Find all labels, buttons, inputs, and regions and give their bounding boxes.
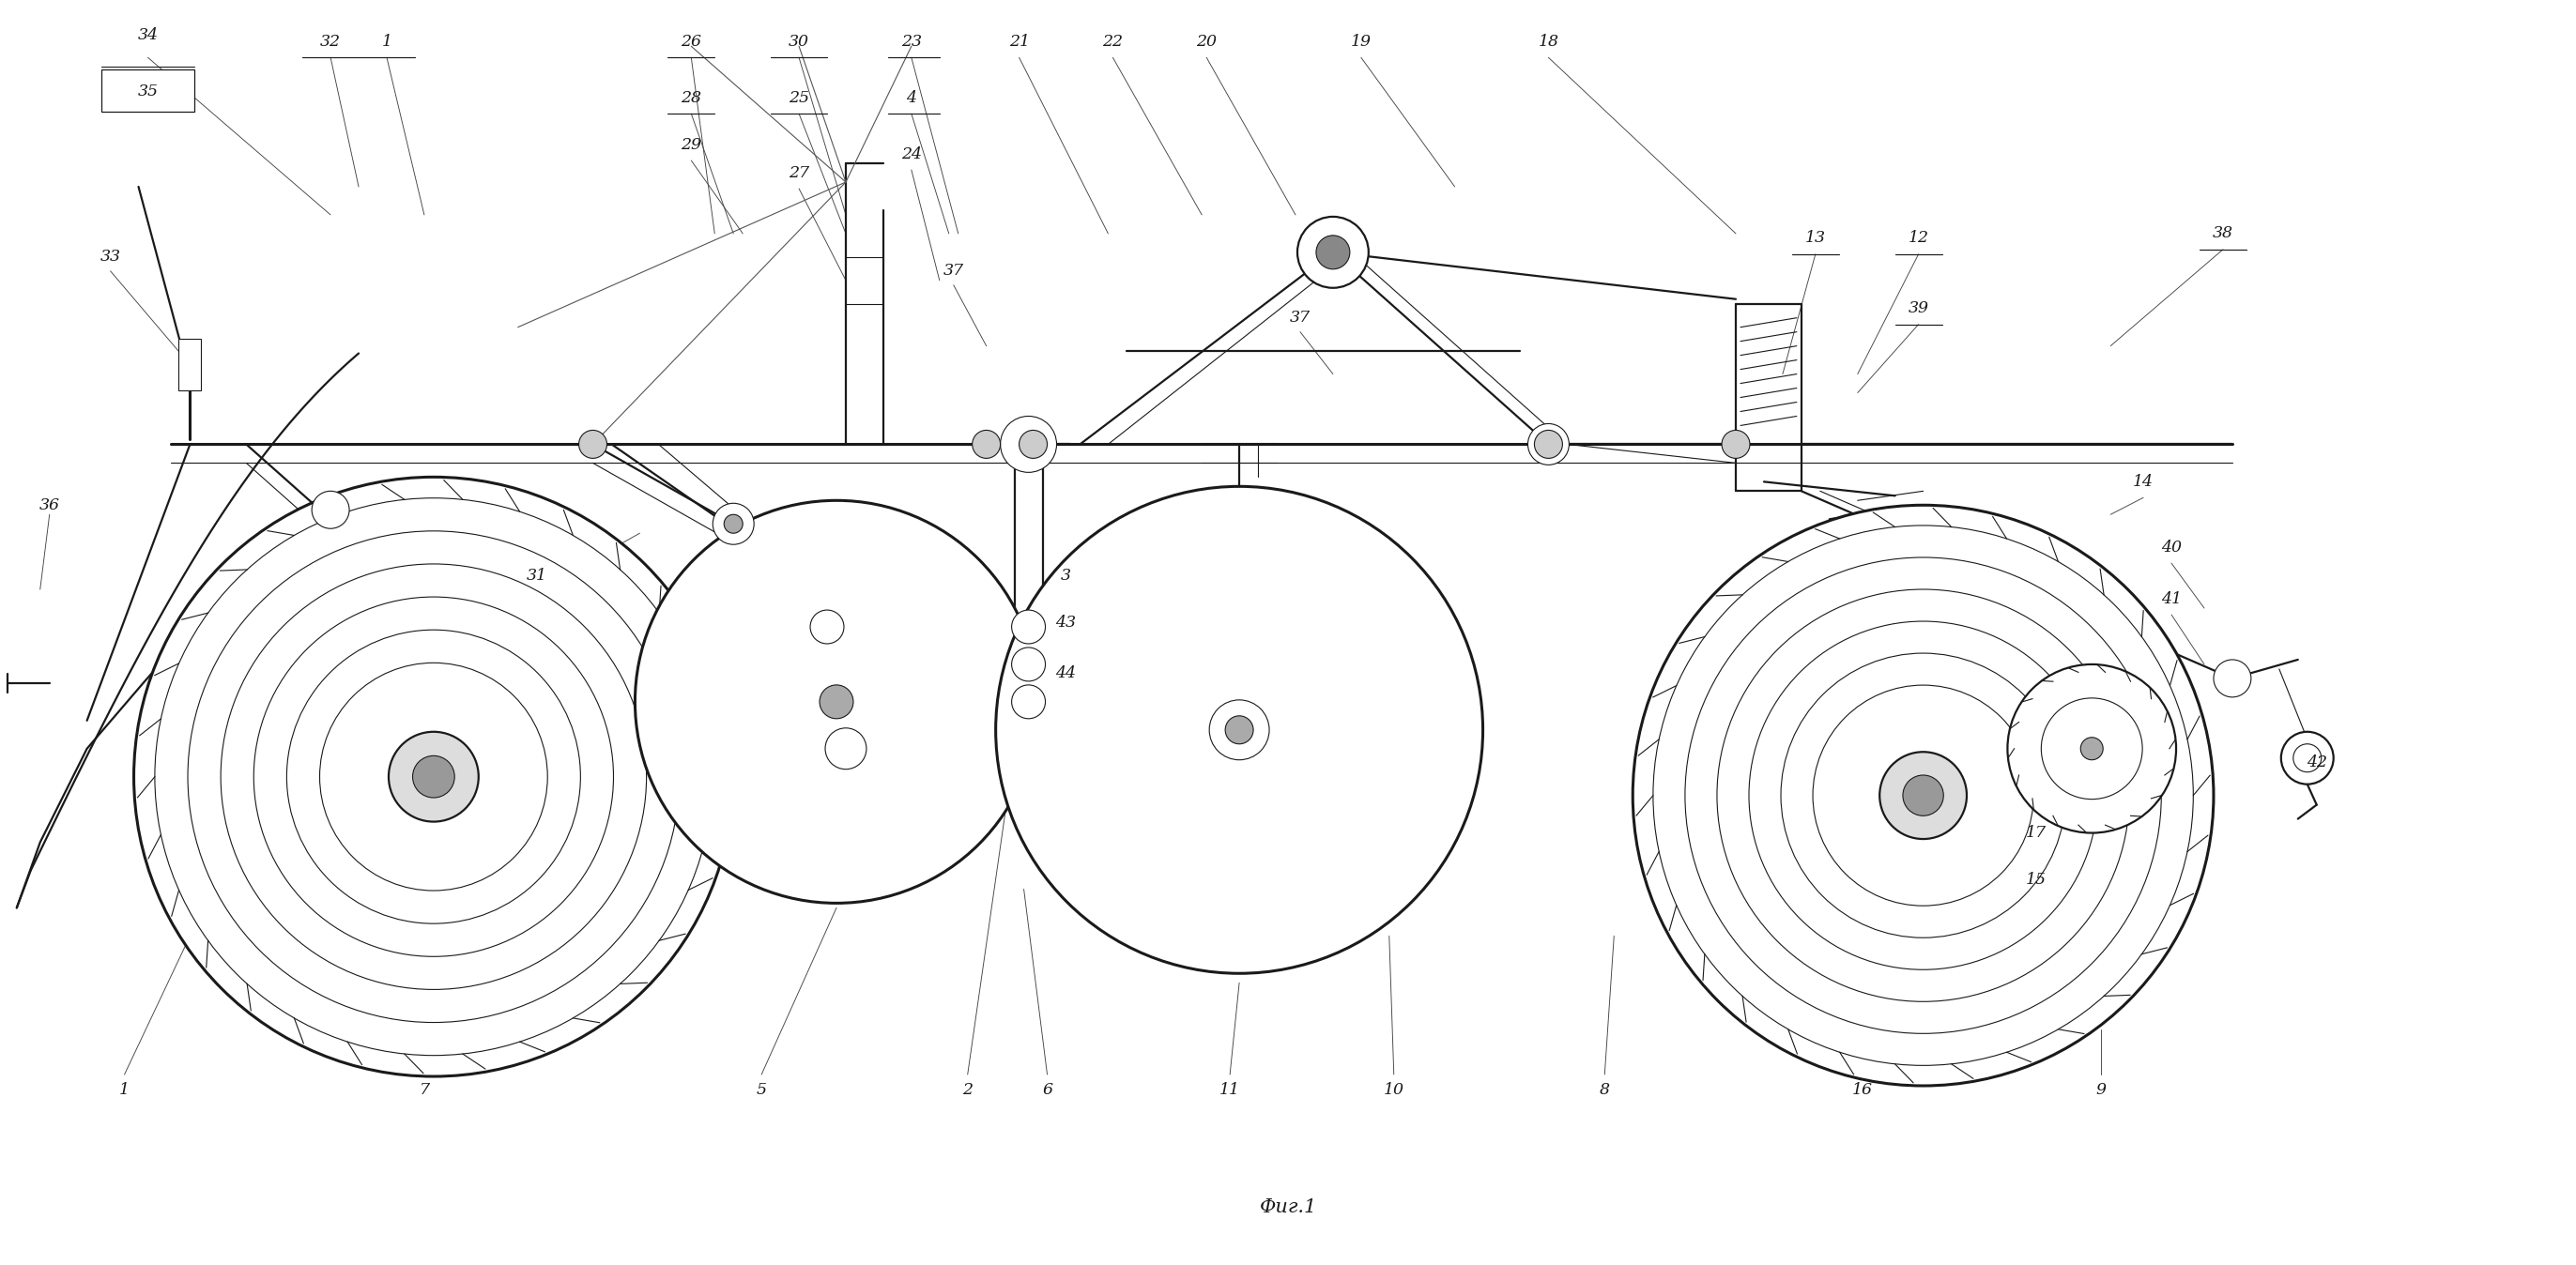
- Text: 21: 21: [1010, 34, 1030, 49]
- Circle shape: [1208, 700, 1270, 760]
- Text: 43: 43: [1056, 615, 1077, 630]
- Circle shape: [1685, 558, 2161, 1034]
- Text: 3: 3: [1061, 568, 1072, 583]
- Circle shape: [319, 663, 549, 891]
- Circle shape: [1012, 648, 1046, 681]
- Circle shape: [1528, 424, 1569, 464]
- Text: 36: 36: [39, 497, 59, 514]
- Text: 12: 12: [1909, 230, 1929, 247]
- Text: 37: 37: [1291, 310, 1311, 326]
- Bar: [100, 70, 196, 111]
- Circle shape: [1535, 430, 1564, 458]
- Text: 28: 28: [680, 90, 701, 106]
- Text: 24: 24: [902, 145, 922, 162]
- Circle shape: [1749, 621, 2097, 970]
- Text: 11: 11: [1218, 1083, 1239, 1098]
- Circle shape: [1721, 430, 1749, 458]
- Text: 33: 33: [100, 249, 121, 264]
- Circle shape: [2293, 744, 2321, 772]
- Text: 41: 41: [2161, 591, 2182, 607]
- Text: 18: 18: [1538, 34, 1558, 49]
- Text: 35: 35: [137, 83, 157, 99]
- Circle shape: [724, 515, 742, 534]
- Circle shape: [1654, 525, 2192, 1065]
- Text: 42: 42: [2306, 755, 2326, 770]
- Circle shape: [252, 597, 613, 956]
- Circle shape: [1814, 686, 2032, 906]
- Text: 6: 6: [1043, 1083, 1054, 1098]
- Circle shape: [134, 477, 734, 1077]
- Circle shape: [824, 729, 866, 769]
- Circle shape: [997, 487, 1484, 973]
- Text: 10: 10: [1383, 1083, 1404, 1098]
- Bar: [178, 339, 201, 390]
- Text: 1: 1: [381, 34, 392, 49]
- Text: Фиг.1: Фиг.1: [1260, 1199, 1316, 1217]
- Circle shape: [1226, 716, 1255, 744]
- Text: 19: 19: [1350, 34, 1370, 49]
- Circle shape: [1880, 751, 1965, 839]
- Text: 31: 31: [526, 568, 546, 583]
- Circle shape: [971, 430, 999, 458]
- Circle shape: [389, 731, 479, 822]
- Text: 20: 20: [1195, 34, 1216, 49]
- Text: 16: 16: [1852, 1083, 1873, 1098]
- Text: 5: 5: [757, 1083, 768, 1098]
- Circle shape: [819, 684, 853, 719]
- Circle shape: [1718, 589, 2130, 1002]
- Circle shape: [1780, 653, 2066, 937]
- Circle shape: [2081, 737, 2102, 760]
- Text: 23: 23: [902, 34, 922, 49]
- Text: 4: 4: [907, 90, 917, 106]
- Circle shape: [999, 416, 1056, 472]
- Text: 15: 15: [2025, 872, 2045, 888]
- Text: 13: 13: [1806, 230, 1826, 247]
- Text: 34: 34: [137, 27, 157, 43]
- Circle shape: [1012, 684, 1046, 719]
- Circle shape: [714, 503, 755, 544]
- Circle shape: [580, 430, 608, 458]
- Circle shape: [1020, 430, 1048, 458]
- Text: 7: 7: [420, 1083, 430, 1098]
- Circle shape: [2040, 698, 2143, 799]
- Text: 37: 37: [943, 263, 963, 280]
- Text: 32: 32: [319, 34, 340, 49]
- Text: 8: 8: [1600, 1083, 1610, 1098]
- Text: 14: 14: [2133, 474, 2154, 490]
- Text: 30: 30: [788, 34, 809, 49]
- Text: 39: 39: [1909, 301, 1929, 316]
- Circle shape: [286, 630, 580, 923]
- Circle shape: [811, 610, 845, 644]
- Circle shape: [2282, 731, 2334, 784]
- Text: 22: 22: [1103, 34, 1123, 49]
- Text: 2: 2: [963, 1083, 974, 1098]
- Circle shape: [1633, 505, 2213, 1085]
- Circle shape: [222, 564, 647, 989]
- Circle shape: [1316, 235, 1350, 269]
- Circle shape: [312, 491, 350, 529]
- Circle shape: [636, 501, 1038, 903]
- Text: 1: 1: [118, 1083, 129, 1098]
- Text: 38: 38: [2213, 225, 2233, 242]
- Text: 17: 17: [2025, 825, 2045, 841]
- Circle shape: [412, 755, 453, 798]
- Circle shape: [155, 498, 714, 1055]
- Text: 44: 44: [1056, 665, 1077, 682]
- Text: 26: 26: [680, 34, 701, 49]
- Text: 40: 40: [2161, 539, 2182, 555]
- Circle shape: [2007, 664, 2177, 832]
- Text: 27: 27: [788, 164, 809, 181]
- Circle shape: [2213, 659, 2251, 697]
- Circle shape: [1904, 775, 1942, 816]
- Text: 25: 25: [788, 90, 809, 106]
- Circle shape: [1012, 610, 1046, 644]
- Text: 29: 29: [680, 137, 701, 153]
- Circle shape: [1298, 216, 1368, 288]
- Circle shape: [188, 531, 680, 1022]
- Text: 9: 9: [2097, 1083, 2107, 1098]
